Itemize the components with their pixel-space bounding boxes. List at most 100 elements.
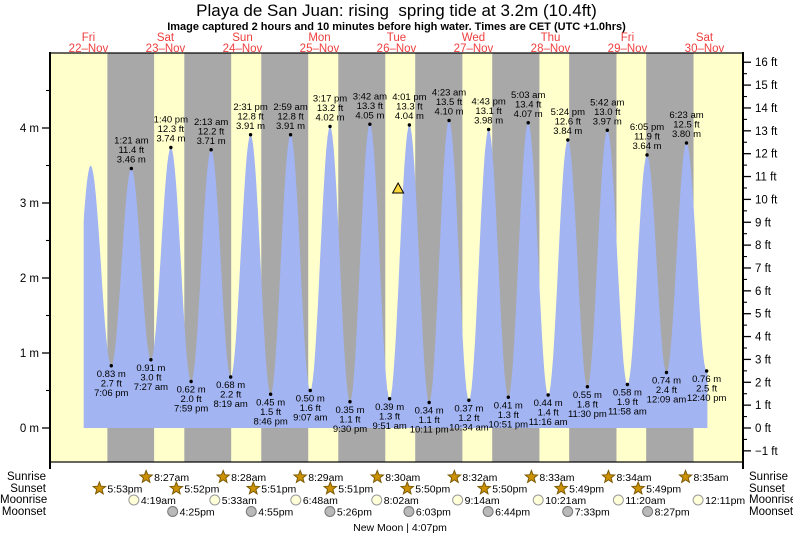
high-tide-m-label: 3.91 m — [236, 121, 265, 132]
sunrise-time: 8:34am — [616, 472, 651, 484]
low-tide-time-label: 9:07 am — [293, 413, 327, 424]
sunset-row-label-left: Sunset — [10, 483, 46, 495]
sunrise-star-icon — [138, 469, 154, 484]
high-tide-time-label: 5:42 am — [590, 97, 624, 108]
low-tide-ft-label: 2.2 ft — [220, 390, 241, 401]
low-tide-ft-label: 1.1 ft — [419, 415, 440, 426]
ft-tick-label: 14 ft — [755, 103, 778, 115]
sunrise-row-label-left: Sunrise — [7, 471, 46, 483]
sunrise-row-label-right: Sunrise — [749, 471, 788, 483]
sunset-star-icon — [399, 480, 415, 495]
m-tick-label: 2 m — [20, 273, 39, 285]
high-tide-m-label: 3.74 m — [156, 134, 185, 145]
low-tide-m-label: 0.34 m — [415, 406, 444, 417]
day-weekday-label: Fri — [82, 32, 95, 44]
low-tide-dot — [427, 400, 431, 405]
moonrise-time: 11:20am — [625, 495, 665, 507]
current-level-marker — [391, 181, 405, 194]
high-tide-ft-label: 13.3 ft — [396, 102, 423, 113]
day-date-label: 22–Nov — [69, 43, 109, 55]
high-tide-time-label: 4:23 am — [432, 88, 466, 99]
high-tide-m-label: 4.10 m — [435, 107, 464, 118]
day-date-label: 30–Nov — [685, 43, 725, 55]
high-tide-m-label: 4.07 m — [514, 109, 543, 120]
y-axis-right: −1 ft 0 ft 1 ft 2 ft 3 ft 4 ft 5 ft 6 ft 7 ft 8 f… — [743, 57, 779, 458]
moonset-moon-icon — [245, 506, 257, 517]
low-tide-time-label: 7:06 pm — [94, 388, 128, 399]
moonrise-time: 8:02am — [384, 495, 419, 507]
low-tide-m-label: 0.83 m — [97, 369, 126, 380]
high-tide-time-label: 2:31 pm — [233, 102, 267, 113]
ft-tick-label: 6 ft — [755, 286, 772, 298]
moonset-moon-icon — [403, 506, 415, 517]
ft-tick-label: 16 ft — [755, 57, 778, 69]
day-weekday-label: Sat — [696, 32, 714, 44]
low-tide-dot — [506, 395, 511, 399]
capture-note: Image captured 2 hours and 10 minutes be… — [167, 21, 626, 33]
high-tide-time-label: 5:24 pm — [551, 107, 585, 118]
high-tide-time-label: 1:40 pm — [154, 115, 188, 126]
low-tide-m-label: 0.44 m — [534, 398, 563, 409]
high-tide-dot — [645, 153, 649, 157]
low-tide-dot — [149, 358, 153, 362]
sunset-time: 5:51pm — [261, 484, 296, 496]
moonset-time: 7:33pm — [575, 507, 610, 519]
m-tick-label: 0 m — [20, 423, 39, 435]
sunset-star-icon — [476, 480, 492, 495]
low-tide-time-label: 11:16 am — [529, 417, 568, 428]
day-date-label: 25–Nov — [300, 43, 340, 55]
moonrise-time: 9:14am — [465, 495, 500, 507]
high-tide-time-label: 5:03 am — [511, 90, 545, 101]
moonset-moon-icon — [167, 506, 179, 517]
high-tide-time-label: 4:43 pm — [471, 97, 505, 108]
moonset-time: 6:44pm — [495, 507, 530, 519]
low-tide-time-label: 8:46 pm — [253, 416, 287, 427]
moonrise-time: 4:19am — [141, 495, 176, 507]
high-tide-ft-label: 12.3 ft — [158, 124, 185, 135]
day-date-label: 28–Nov — [531, 43, 571, 55]
sunrise-time: 8:28am — [231, 472, 266, 484]
low-tide-m-label: 0.76 m — [692, 374, 721, 385]
page-title: Playa de San Juan: rising spring tide at… — [196, 1, 597, 20]
high-tide-ft-label: 13.4 ft — [515, 99, 542, 110]
low-tide-dot — [585, 385, 590, 389]
low-tide-dot — [308, 388, 312, 393]
day-weekday-label: Thu — [541, 32, 561, 44]
day-weekday-label: Fri — [621, 32, 634, 44]
high-tide-ft-label: 13.5 ft — [436, 97, 463, 108]
low-tide-m-label: 0.50 m — [296, 394, 325, 405]
sunrise-time: 8:30am — [385, 472, 420, 484]
sunset-star-icon — [630, 480, 646, 495]
high-tide-dot — [407, 123, 412, 127]
low-tide-dot — [664, 370, 669, 375]
ft-tick-label: 4 ft — [755, 332, 772, 344]
ft-tick-label: 9 ft — [755, 217, 772, 229]
low-tide-time-label: 10:34 am — [449, 422, 489, 433]
high-tide-dot — [684, 141, 689, 145]
moonrise-row-label-left: Moonrise — [0, 494, 48, 506]
sunrise-star-icon — [601, 469, 617, 484]
high-tide-ft-label: 13.2 ft — [317, 103, 344, 114]
day-date-label: 24–Nov — [223, 43, 263, 55]
moonset-moon-icon — [324, 506, 336, 517]
high-tide-time-label: 2:13 am — [194, 117, 228, 128]
low-tide-time-label: 11:30 pm — [568, 409, 607, 420]
low-tide-ft-label: 2.5 ft — [696, 384, 717, 395]
moonset-time: 6:03pm — [416, 507, 451, 519]
low-tide-ft-label: 1.5 ft — [260, 407, 281, 418]
high-tide-m-label: 4.02 m — [316, 113, 345, 124]
low-tide-dot — [625, 382, 630, 387]
low-tide-time-label: 12:40 pm — [687, 393, 727, 404]
day-date-label: 23–Nov — [146, 43, 186, 55]
high-tide-ft-label: 11.4 ft — [118, 145, 144, 156]
high-tide-m-label: 4.05 m — [355, 110, 384, 121]
high-tide-time-label: 1:21 am — [114, 136, 148, 147]
low-tide-ft-label: 2.7 ft — [101, 378, 122, 389]
low-tide-m-label: 0.35 m — [335, 405, 364, 416]
low-tide-dot — [189, 379, 193, 384]
sunset-time: 5:50pm — [492, 484, 527, 496]
low-tide-time-label: 11:58 am — [608, 407, 647, 418]
day-weekday-label: Mon — [308, 32, 330, 44]
